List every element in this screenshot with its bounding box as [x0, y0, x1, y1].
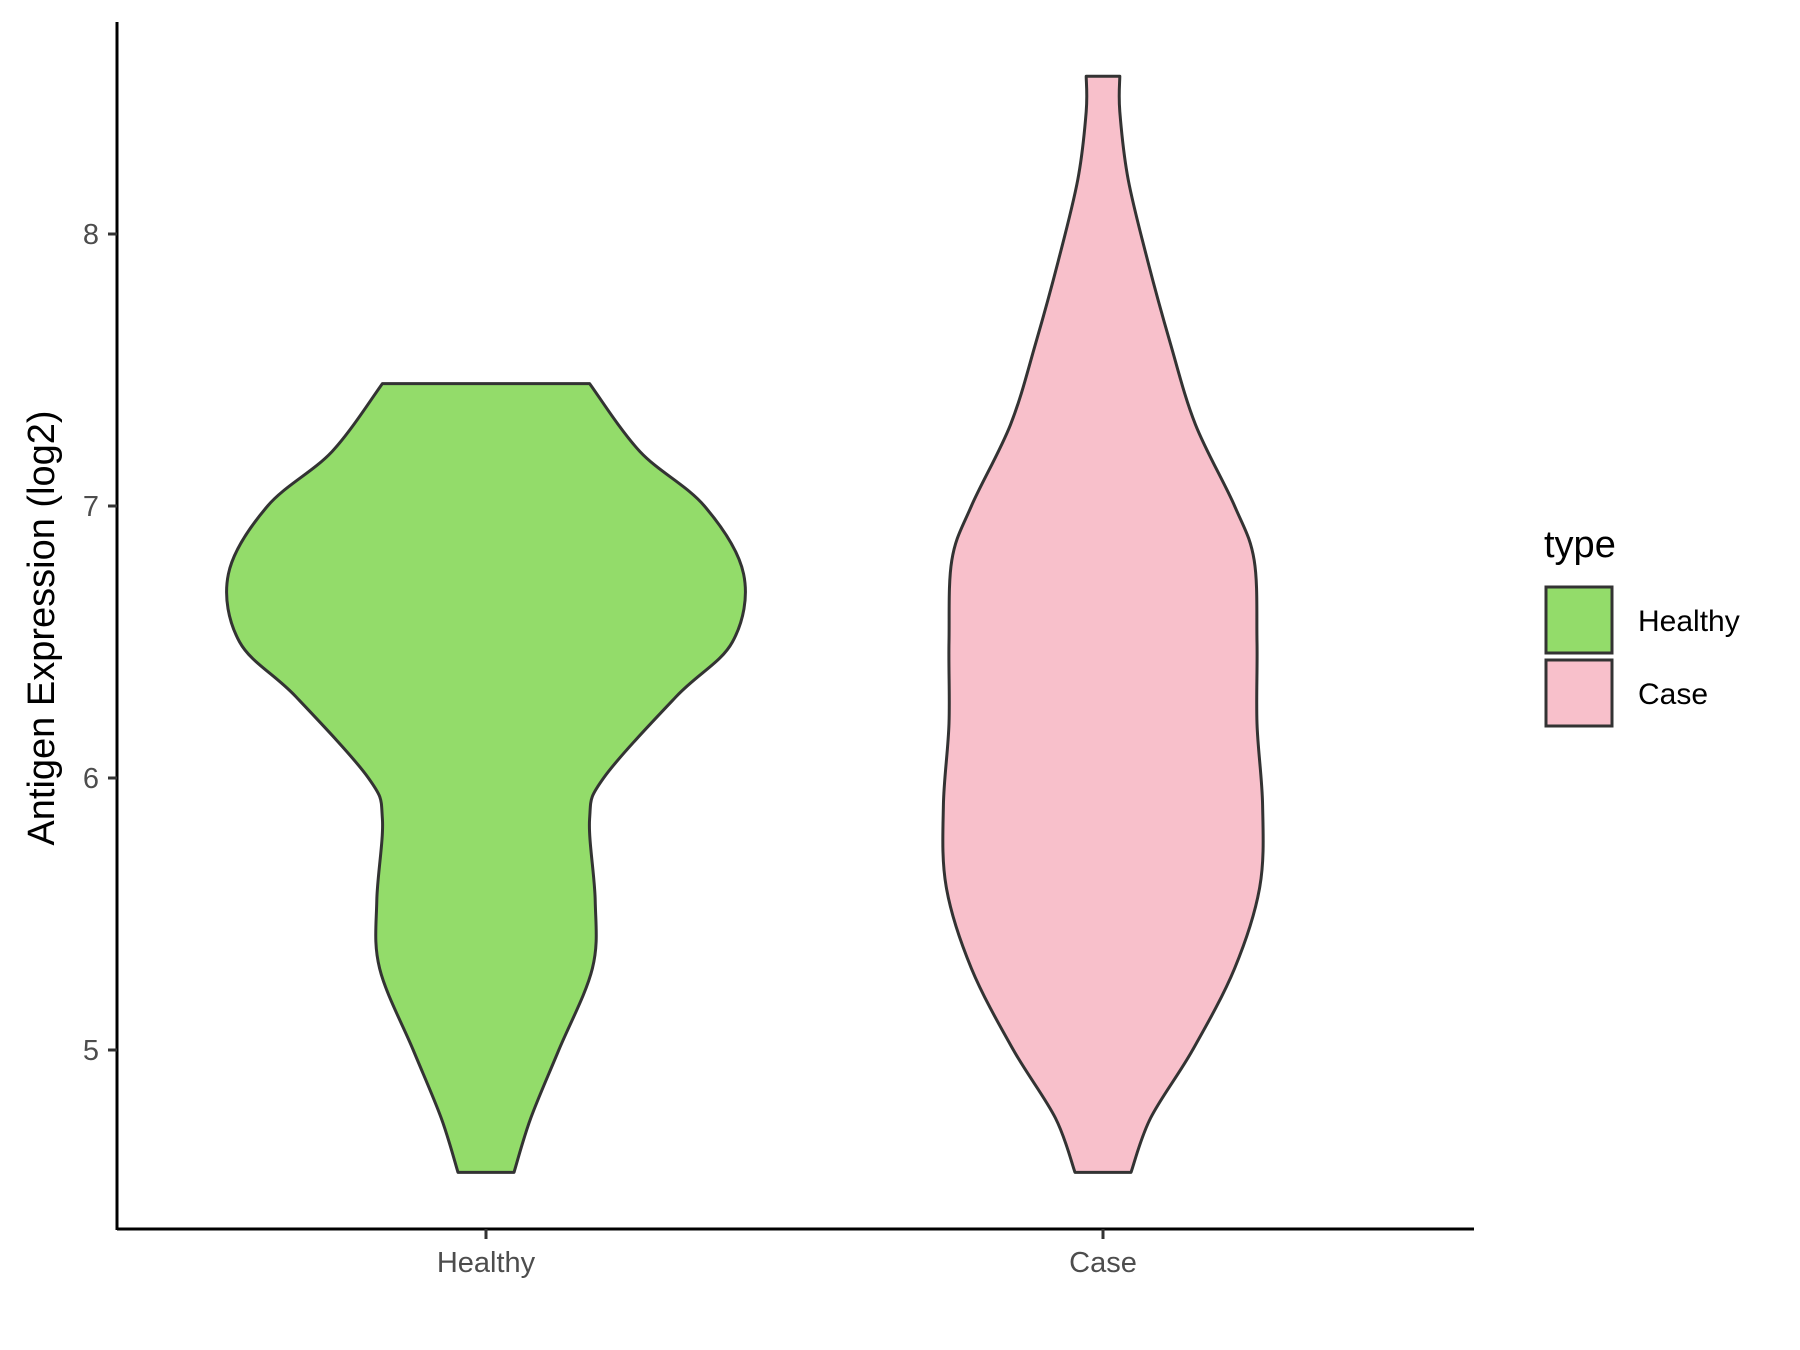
legend-title: type [1544, 524, 1616, 566]
y-tick-label: 5 [83, 1035, 99, 1067]
y-axis-title: Antigen Expression (log2) [21, 410, 63, 845]
y-tick-label: 8 [83, 219, 99, 251]
violin-healthy [225, 382, 747, 1174]
legend: type Healthy Case [1544, 524, 1740, 728]
x-tick-label: Case [1069, 1247, 1137, 1279]
y-ticks: 5 6 7 8 [83, 219, 117, 1067]
legend-label-case: Case [1638, 678, 1708, 711]
legend-swatch-case [1544, 658, 1614, 728]
x-tick-label: Healthy [437, 1247, 536, 1279]
violin-case [941, 74, 1265, 1174]
x-ticks: Healthy Case [437, 1229, 1137, 1279]
axes: 5 6 7 8 Healthy Case [83, 22, 1474, 1279]
legend-label-healthy: Healthy [1638, 605, 1740, 638]
legend-swatch-healthy [1544, 585, 1614, 655]
legend-entries: Healthy Case [1544, 585, 1740, 728]
y-tick-label: 6 [83, 763, 99, 795]
y-tick-label: 7 [83, 491, 99, 523]
violins-layer [225, 74, 1265, 1174]
